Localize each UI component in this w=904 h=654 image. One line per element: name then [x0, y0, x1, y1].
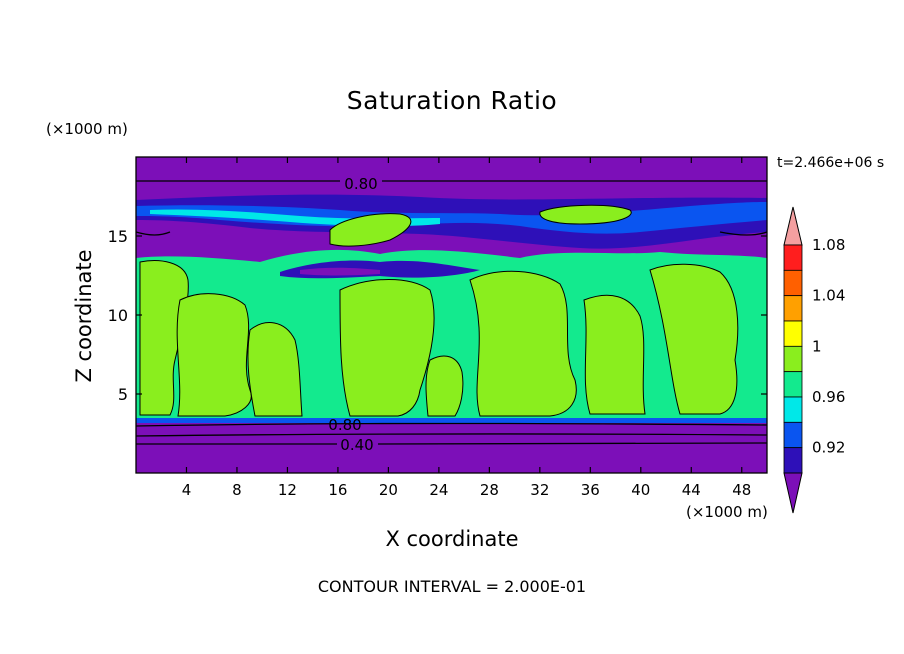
x-tick-label: 36 [581, 481, 600, 499]
contour-line-lower [135, 433, 768, 437]
y-tick-label: 15 [108, 227, 128, 246]
colorbar-segment [783, 295, 803, 322]
contour-label: 0.80 [344, 175, 377, 193]
colorbar-label: 1 [812, 337, 822, 355]
colorbar-label: 1.04 [812, 287, 845, 305]
x-tick-label: 44 [682, 481, 701, 499]
colorbar-label: 1.08 [812, 236, 845, 254]
contour-label: 0.40 [340, 436, 373, 454]
band-0.96-upper [136, 202, 767, 234]
cloud-region [649, 263, 739, 415]
cloud-region [247, 322, 303, 417]
upper-green-blob [539, 204, 632, 225]
x-tick-label: 12 [278, 481, 297, 499]
cloud-region [583, 294, 646, 415]
contour-label: 0.80 [328, 416, 361, 434]
colorbar-segment [783, 345, 803, 373]
x-tick-label: 32 [530, 481, 549, 499]
cloud-region [425, 355, 464, 417]
colorbar-label: 0.92 [812, 439, 845, 457]
contour-line-0.80-bottom [135, 422, 768, 427]
supersaturated-regions [139, 260, 739, 417]
colorbar-segment [783, 371, 803, 398]
colorbar-segment [783, 269, 803, 297]
contour-line-left-edge [135, 231, 171, 236]
x-tick-label: 24 [429, 481, 448, 499]
cloud-region [469, 270, 577, 417]
colorbar-segment [783, 244, 803, 271]
colorbar-segment [783, 320, 803, 347]
x-tick-label: 48 [732, 481, 751, 499]
band-0.96-lower [136, 418, 767, 423]
contour-line-right-edge [719, 231, 768, 236]
y-tick-label: 10 [108, 306, 128, 325]
x-axis-label: X coordinate [385, 527, 519, 551]
mid-purple-intrusion [300, 267, 380, 276]
contour-field: 0.80 0.80 0.40 [135, 156, 768, 474]
colorbar: 0.92 0.96 1 1.04 1.08 [783, 206, 845, 514]
contour-line-0.40 [136, 442, 768, 445]
x-tick-label: 40 [631, 481, 650, 499]
x-tick-label: 16 [328, 481, 347, 499]
colorbar-top-arrow [783, 206, 803, 246]
y-axis-ticks: 5 10 15 [108, 227, 767, 404]
x-tick-label: 8 [232, 481, 242, 499]
colorbar-bottom-arrow [783, 472, 803, 514]
band-below-0.92-lower [136, 423, 767, 473]
x-tick-label: 28 [480, 481, 499, 499]
colorbar-label: 0.96 [812, 388, 845, 406]
y-unit-label: (×1000 m) [46, 120, 128, 138]
colorbar-segment [783, 447, 803, 474]
contour-lines [135, 180, 768, 445]
contour-interval-note: CONTOUR INTERVAL = 2.000E-01 [317, 577, 587, 596]
colorbar-segment [783, 396, 803, 423]
x-axis-ticks: 4 8 12 16 20 24 28 32 36 40 44 48 [182, 157, 751, 499]
y-tick-label: 5 [118, 385, 128, 404]
x-tick-label: 4 [182, 481, 192, 499]
cloud-region [176, 293, 252, 417]
x-unit-label: (×1000 m) [686, 503, 768, 521]
x-tick-label: 20 [379, 481, 398, 499]
time-label: t=2.466e+06 s [777, 155, 885, 171]
chart-title: Saturation Ratio [346, 86, 558, 115]
cloud-region [339, 279, 435, 417]
colorbar-segment [783, 421, 803, 449]
upper-green-blob-2 [329, 213, 412, 247]
